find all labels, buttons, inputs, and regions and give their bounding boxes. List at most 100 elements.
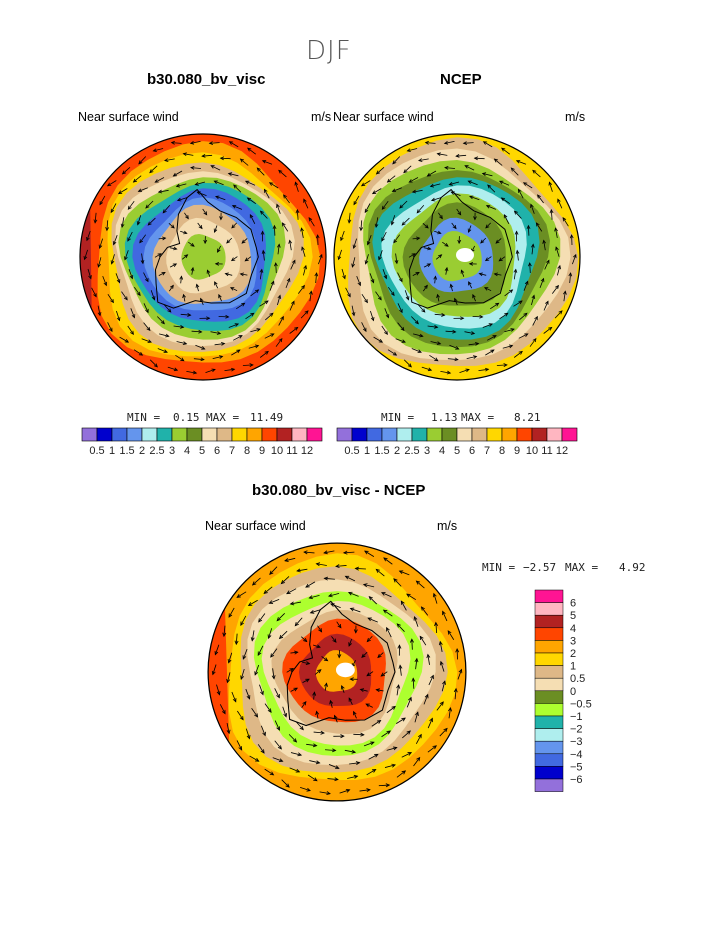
panel3-wind-arrowhead <box>335 765 340 770</box>
panel1-wind-vector <box>244 256 252 262</box>
panel1-wind-arrowhead <box>270 280 275 285</box>
panel3-wind-vector <box>274 720 280 731</box>
panel1-wind-vector <box>207 270 211 277</box>
panel2-wind-arrowhead <box>340 236 344 242</box>
panel1-wind-arrowhead <box>260 230 265 235</box>
panel2-wind-vector <box>364 203 371 213</box>
panel1-units-label: m/s <box>311 110 332 124</box>
panel3-colorbar-tick-label: 4 <box>570 623 576 635</box>
panel2-wind-vector <box>530 204 535 214</box>
panel1-wind-arrowhead <box>230 367 236 372</box>
panel2-wind-arrowhead <box>371 190 377 195</box>
panel3-wind-vector <box>324 683 327 691</box>
panel3-wind-vector <box>401 752 412 758</box>
panel3-colorbar-swatch <box>534 728 564 742</box>
panel1-wind-vector <box>214 225 218 233</box>
panel1-wind-vector <box>240 158 249 166</box>
panel2-wind-arrowhead <box>524 280 529 285</box>
panel1-wind-arrowhead <box>108 327 113 333</box>
panel3-wind-arrowhead <box>383 557 388 562</box>
panel3-wind-vector <box>236 710 244 720</box>
panel3-wind-vector <box>396 685 400 696</box>
panel3-wind-arrowhead <box>315 562 321 567</box>
panel3-wind-vector <box>319 791 331 795</box>
panel1-wind-arrowhead <box>219 156 225 161</box>
panel2-wind-arrowhead <box>386 178 391 183</box>
panel3-wind-vector <box>368 596 378 605</box>
panel1-wind-vector <box>138 187 148 192</box>
panel2-colorbar-swatch <box>486 427 503 442</box>
panel2-colorbar-tick-label: 8 <box>499 445 505 457</box>
panel1-wind-vector <box>84 249 88 260</box>
panel1-polar-map <box>79 133 327 381</box>
panel1-wind-vector <box>173 170 183 177</box>
panel2-colorbar-swatch <box>426 427 443 442</box>
panel1-wind-arrowhead <box>127 205 132 210</box>
panel3-wind-vector <box>364 550 375 557</box>
panel3-wind-vector <box>439 641 443 653</box>
panel1-wind-arrowhead <box>281 222 286 227</box>
panel2-wind-vector <box>557 265 561 276</box>
panel1-wind-vector <box>118 188 128 194</box>
panel2-colorbar-swatch <box>336 427 353 442</box>
panel1-wind-arrowhead <box>261 249 266 255</box>
panel3-wind-arrowhead <box>234 640 239 646</box>
panel3-wind-vector <box>396 623 405 632</box>
panel2-colorbar-tick-label: 7 <box>484 445 490 457</box>
panel1-wind-vector <box>99 238 103 249</box>
panel1-wind-arrowhead <box>93 293 97 298</box>
panel1-wind-arrowhead <box>137 188 143 192</box>
panel2-wind-vector <box>399 200 408 209</box>
panel1-colorbar-tick-label: 2 <box>139 445 145 457</box>
panel3-wind-arrowhead <box>442 680 446 685</box>
panel1-colorbar-swatch <box>201 427 218 442</box>
panel2-wind-arrowhead <box>548 326 553 331</box>
panel2-wind-arrowhead <box>364 260 369 265</box>
panel1-wind-arrowhead <box>230 257 236 262</box>
panel1-colorbar: 0.5 1 1.5 2 2.5 3 4 5 6 7 8 9 10 11 12 <box>81 427 323 457</box>
panel2-wind-vector <box>412 237 420 240</box>
panel3-wind-vector <box>406 593 417 601</box>
panel1-wind-vector <box>248 345 259 349</box>
panel1-wind-arrowhead <box>277 294 282 299</box>
panel1-wind-arrowhead <box>278 337 283 343</box>
panel2-wind-vector <box>539 278 544 289</box>
panel3-wind-arrowhead <box>315 710 320 716</box>
panel1-wind-vector <box>250 328 261 333</box>
panel2-wind-arrowhead <box>501 147 506 152</box>
panel1-wind-arrowhead <box>214 262 220 266</box>
panel2-wind-vector <box>422 285 428 292</box>
panel2-wind-arrowhead <box>424 140 429 145</box>
panel2-wind-vector <box>430 341 441 345</box>
panel3-wind-arrowhead <box>305 583 310 588</box>
panel2-wind-vector <box>456 154 467 157</box>
panel3-wind-vector <box>330 603 341 609</box>
panel3-wind-vector <box>435 622 438 634</box>
panel2-wind-vector <box>407 148 418 152</box>
panel1-wind-vector <box>133 175 142 183</box>
panel3-wind-arrowhead <box>366 788 371 793</box>
panel1-wind-arrowhead <box>263 188 268 193</box>
panel2-wind-arrowhead <box>401 221 406 226</box>
panel1-wind-arrowhead <box>208 141 214 145</box>
panel2-wind-arrowhead <box>434 325 439 329</box>
panel2-wind-arrowhead <box>545 259 550 264</box>
panel1-wind-vector <box>214 343 225 346</box>
panel2-wind-arrowhead <box>555 284 559 290</box>
panel3-wind-arrowhead <box>396 684 401 689</box>
panel3-wind-arrowhead <box>355 761 361 765</box>
panel3-colorbar-swatch <box>534 715 564 729</box>
panel2-colorbar-tick-label: 3 <box>424 445 430 457</box>
panel3-wind-arrowhead <box>455 647 460 653</box>
panel1-wind-arrowhead <box>231 224 236 229</box>
panel2-wind-arrowhead <box>454 357 459 362</box>
panel3-wind-vector <box>423 694 429 705</box>
panel1-wind-vector <box>181 254 188 260</box>
panel3-wind-vector <box>416 580 425 589</box>
panel1-wind-vector <box>289 327 298 334</box>
panel1-wind-vector <box>141 253 144 264</box>
panel1-wind-vector <box>235 302 245 310</box>
panel1-wind-arrowhead <box>162 209 167 214</box>
panel1-wind-arrowhead <box>190 243 195 247</box>
panel3-wind-vector <box>448 707 451 719</box>
